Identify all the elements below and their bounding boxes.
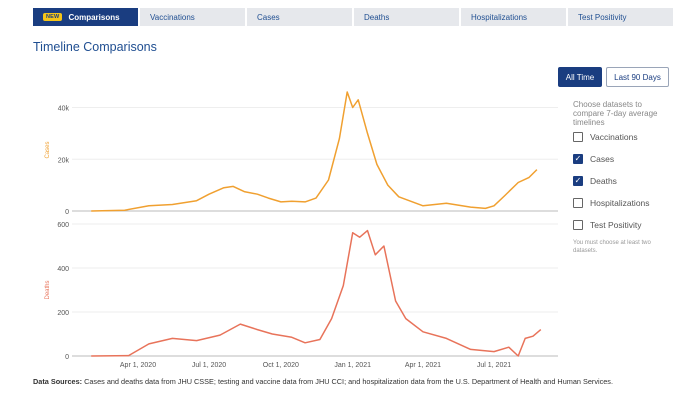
tab-label: Hospitalizations xyxy=(471,12,528,22)
y-tick-label: 40k xyxy=(58,106,70,113)
checkbox-hospitalizations[interactable] xyxy=(573,198,583,208)
tab-label: Vaccinations xyxy=(150,12,195,22)
dataset-option-deaths[interactable]: ✓ Deaths xyxy=(573,175,617,187)
tab-label: Cases xyxy=(257,12,280,22)
dataset-option-hospitalizations[interactable]: Hospitalizations xyxy=(573,197,650,209)
page-title: Timeline Comparisons xyxy=(33,40,157,54)
x-tick-label: Jul 1, 2021 xyxy=(477,362,511,369)
x-tick-label: Jul 1, 2020 xyxy=(192,362,226,369)
tab-deaths[interactable]: Deaths xyxy=(354,8,459,26)
checkbox-vaccinations[interactable] xyxy=(573,132,583,142)
tab-label: Deaths xyxy=(364,12,390,22)
x-tick-label: Oct 1, 2020 xyxy=(263,362,299,369)
dataset-option-test-positivity[interactable]: Test Positivity xyxy=(573,219,642,231)
deaths-series-line xyxy=(91,229,542,357)
dataset-prompt: Choose datasets to compare 7-day average… xyxy=(573,100,658,127)
x-tick-label: Jan 1, 2021 xyxy=(334,362,371,369)
tab-comparisons[interactable]: NEW Comparisons xyxy=(33,8,138,26)
tab-label: Comparisons xyxy=(68,12,120,22)
cases-chart: 0 20k 40k Cases xyxy=(45,91,558,216)
dataset-label: Test Positivity xyxy=(590,220,642,230)
tab-hospitalizations[interactable]: Hospitalizations xyxy=(461,8,566,26)
dataset-option-vaccinations[interactable]: Vaccinations xyxy=(573,131,638,143)
new-badge: NEW xyxy=(43,13,63,21)
y-axis-label: Deaths xyxy=(45,280,51,299)
tab-label: Test Positivity xyxy=(578,12,627,22)
tab-cases[interactable]: Cases xyxy=(247,8,352,26)
y-tick-label: 0 xyxy=(65,209,69,216)
dataset-label: Deaths xyxy=(590,176,617,186)
x-tick-label: Apr 1, 2021 xyxy=(405,362,441,369)
last-90-days-button[interactable]: Last 90 Days xyxy=(606,67,669,87)
data-sources-text: Cases and deaths data from JHU CSSE; tes… xyxy=(82,377,613,386)
dataset-tabs: NEW Comparisons Vaccinations Cases Death… xyxy=(33,8,673,26)
data-sources-label: Data Sources: xyxy=(33,377,83,386)
y-tick-label: 600 xyxy=(57,222,69,229)
dataset-note: You must choose at least two datasets. xyxy=(573,240,651,254)
dataset-option-cases[interactable]: ✓ Cases xyxy=(573,153,614,165)
checkbox-cases[interactable]: ✓ xyxy=(573,154,583,164)
data-sources: Data Sources: Cases and deaths data from… xyxy=(33,377,613,386)
deaths-chart: 0 200 400 600 Deaths Apr 1, 2020 Jul 1, 2020 Oc… xyxy=(45,222,558,369)
y-tick-label: 0 xyxy=(65,354,69,361)
y-tick-label: 400 xyxy=(57,266,69,273)
y-axis-label: Cases xyxy=(45,141,51,158)
y-tick-label: 20k xyxy=(58,157,70,164)
tab-test-positivity[interactable]: Test Positivity xyxy=(568,8,673,26)
dataset-label: Hospitalizations xyxy=(590,198,650,208)
tab-vaccinations[interactable]: Vaccinations xyxy=(140,8,245,26)
dataset-label: Cases xyxy=(590,154,615,164)
y-tick-label: 200 xyxy=(57,310,69,317)
dataset-label: Vaccinations xyxy=(590,132,638,142)
checkbox-deaths[interactable]: ✓ xyxy=(573,176,583,186)
x-tick-label: Apr 1, 2020 xyxy=(120,362,156,369)
cases-series-line xyxy=(91,91,538,212)
checkbox-test-positivity[interactable] xyxy=(573,220,583,230)
all-time-button[interactable]: All Time xyxy=(558,67,602,87)
